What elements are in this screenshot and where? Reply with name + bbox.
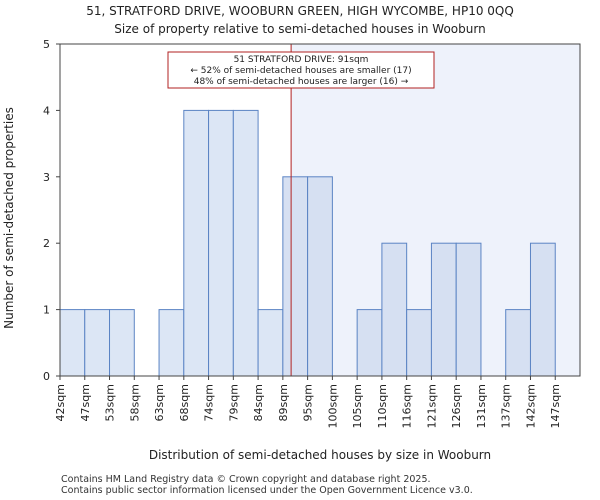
x-tick-label: 110sqm (376, 384, 389, 428)
x-tick-label: 126sqm (450, 384, 463, 428)
x-tick-label: 42sqm (54, 384, 67, 421)
bar-53sqm (109, 309, 135, 377)
x-tick-label: 95sqm (302, 384, 315, 421)
bar-89sqm (282, 176, 309, 377)
bar-126sqm (455, 242, 482, 377)
bar-142sqm (529, 242, 556, 377)
x-tick-label: 121sqm (425, 384, 438, 428)
bar-74sqm (208, 109, 234, 377)
y-tick-label: 5 (43, 38, 50, 51)
x-tick-label: 89sqm (277, 384, 290, 421)
bar-68sqm (183, 109, 210, 377)
y-axis-ticks: 0 1 2 3 4 5 (43, 38, 60, 383)
annotation-frame (167, 51, 435, 89)
x-tick-label: 47sqm (79, 384, 92, 421)
x-tick-label: 105sqm (351, 384, 364, 428)
plot-frame (59, 43, 581, 377)
bar-84sqm (257, 309, 284, 377)
x-tick-label: 100sqm (326, 384, 339, 428)
x-tick-label: 84sqm (252, 384, 265, 421)
chart-subtitle: Size of property relative to semi-detach… (114, 22, 485, 36)
bar-42sqm (59, 309, 86, 377)
x-tick-label: 53sqm (104, 384, 117, 421)
x-axis-label: Distribution of semi-detached houses by … (149, 448, 491, 462)
y-tick-label: 3 (43, 171, 50, 184)
footer-line-1: Contains HM Land Registry data © Crown c… (61, 474, 431, 485)
x-tick-label: 79sqm (227, 384, 240, 421)
bar-110sqm (381, 242, 408, 377)
bar-116sqm (406, 309, 432, 377)
x-tick-label: 74sqm (203, 384, 216, 421)
bars (59, 109, 556, 377)
bar-79sqm (232, 109, 259, 377)
footer-line-2: Contains public sector information licen… (61, 485, 473, 496)
bar-137sqm (505, 309, 531, 377)
x-tick-label: 63sqm (153, 384, 166, 421)
x-tick-label: 68sqm (178, 384, 191, 421)
bar-95sqm (307, 176, 333, 377)
x-tick-label: 137sqm (500, 384, 513, 428)
y-tick-label: 0 (43, 370, 50, 383)
x-tick-label: 142sqm (524, 384, 537, 428)
y-tick-label: 1 (43, 304, 50, 317)
bar-63sqm (158, 309, 185, 377)
x-tick-label: 116sqm (401, 384, 414, 428)
x-tick-label: 131sqm (475, 384, 488, 428)
annotation-line-3: 48% of semi-detached houses are larger (… (194, 77, 409, 87)
annotation-line-1: 51 STRATFORD DRIVE: 91sqm (234, 55, 369, 65)
x-tick-label: 147sqm (549, 384, 562, 428)
y-tick-label: 4 (43, 104, 50, 117)
chart-title: 51, STRATFORD DRIVE, WOOBURN GREEN, HIGH… (86, 4, 514, 18)
annotation-line-2: ← 52% of semi-detached houses are smalle… (190, 66, 411, 76)
bar-47sqm (84, 309, 111, 377)
bar-121sqm (430, 242, 457, 377)
y-axis-label: Number of semi-detached properties (2, 107, 16, 329)
x-axis-ticks: 42sqm 47sqm 53sqm 58sqm 63sqm 68sqm 74sqm 79sqm… (54, 376, 562, 428)
bar-105sqm (356, 309, 383, 377)
annotation-box: 51 STRATFORD DRIVE: 91sqm ← 52% of semi-… (167, 51, 435, 89)
y-tick-label: 2 (43, 237, 50, 250)
plot-area: 0 1 2 3 4 5 42sqm 47sqm 53sqm 58sqm 63sqm 68sqm 74s… (43, 38, 581, 428)
x-tick-label: 58sqm (128, 384, 141, 421)
